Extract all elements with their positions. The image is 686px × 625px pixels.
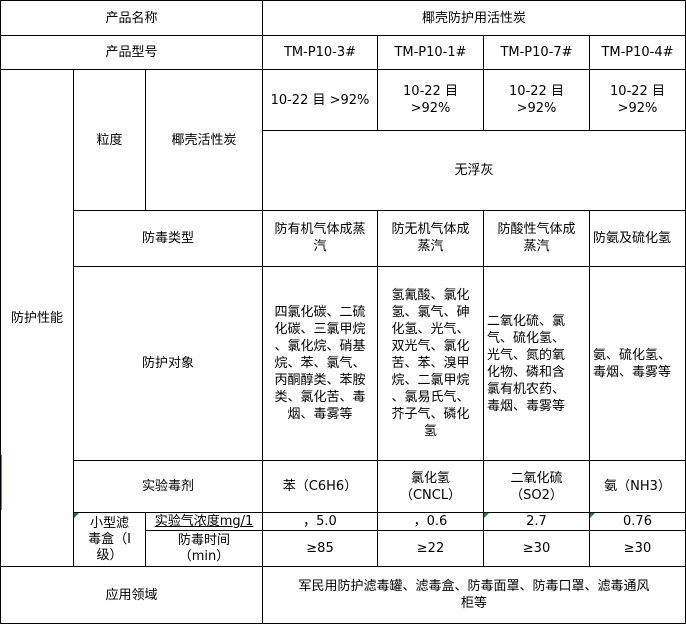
- concentration-cell: ，0.6: [378, 513, 484, 531]
- time-label: 防毒时间 （min）: [146, 531, 263, 567]
- target-cell: 四氯化碳、二硫 化碳、三氯甲烷 、氯化烷、硝基 烷、苯、氯气、 丙酮醇类、苯胺 …: [263, 267, 378, 461]
- model-cell: TM-P10-7#: [484, 36, 590, 70]
- type-cell: 防酸性气体成 蒸汽: [484, 211, 590, 267]
- concentration-cell: 2.7: [484, 513, 590, 531]
- canister-label: 小型滤 毒盒（I 级）: [74, 513, 146, 567]
- agent-cell: 氯化氢 （CNCL）: [378, 461, 484, 513]
- agent-label: 实验毒剂: [74, 461, 263, 513]
- granularity-label: 粒度: [74, 70, 146, 211]
- mesh-cell: 10-22 目 >92%: [263, 70, 378, 131]
- time-cell: ≥22: [378, 531, 484, 567]
- target-cell: 二氧化硫、氯 气、硫化氢、 光气、氮的氧 化物、磷和含 氯有机农药、 毒烟、毒雾…: [484, 267, 590, 461]
- target-label: 防护对象: [74, 267, 263, 461]
- time-cell: ≥30: [484, 531, 590, 567]
- product-name-label: 产品名称: [0, 0, 263, 36]
- model-cell: TM-P10-1#: [378, 36, 484, 70]
- type-label: 防毒类型: [74, 211, 263, 267]
- type-cell: 防有机气体成蒸 汽: [263, 211, 378, 267]
- application-label: 应用领域: [0, 567, 263, 624]
- type-cell: 防无机气体成 蒸汽: [378, 211, 484, 267]
- agent-cell: 二氧化硫 （SO2）: [484, 461, 590, 513]
- mesh-cell: 10-22 目 >92%: [590, 70, 686, 131]
- performance-label: 防护性能: [0, 70, 74, 567]
- time-cell: ≥30: [590, 531, 686, 567]
- material-label: 椰壳活性炭: [146, 70, 263, 211]
- mesh-cell: 10-22 目 >92%: [378, 70, 484, 131]
- model-label: 产品型号: [0, 36, 263, 70]
- target-cell: 氢氰酸、氯化 氢、氯气、砷 化氢、光气、 双光气、氯化 苦、苯、溴甲 烷、二氯甲…: [378, 267, 484, 461]
- application-cell: 军民用防护滤毒罐、滤毒盒、防毒面罩、防毒口罩、滤毒通风 柜等: [263, 567, 686, 624]
- model-cell: TM-P10-4#: [590, 36, 686, 70]
- agent-cell: 苯（C6H6）: [263, 461, 378, 513]
- product-name: 椰壳防护用活性炭: [263, 0, 686, 36]
- concentration-cell: 0.76: [590, 513, 686, 531]
- target-cell: 氨、硫化氢、 毒烟、毒雾等: [590, 267, 686, 461]
- model-cell: TM-P10-3#: [263, 36, 378, 70]
- time-cell: ≥85: [263, 531, 378, 567]
- concentration-label: 实验气浓度mg/1: [146, 513, 263, 531]
- selection-edge: [0, 455, 2, 510]
- concentration-cell: ，5.0: [263, 513, 378, 531]
- type-cell: 防氨及硫化氢: [590, 211, 686, 267]
- agent-cell: 氨（NH3）: [590, 461, 686, 513]
- dust-cell: 无浮灰: [263, 131, 686, 211]
- mesh-cell: 10-22 目 >92%: [484, 70, 590, 131]
